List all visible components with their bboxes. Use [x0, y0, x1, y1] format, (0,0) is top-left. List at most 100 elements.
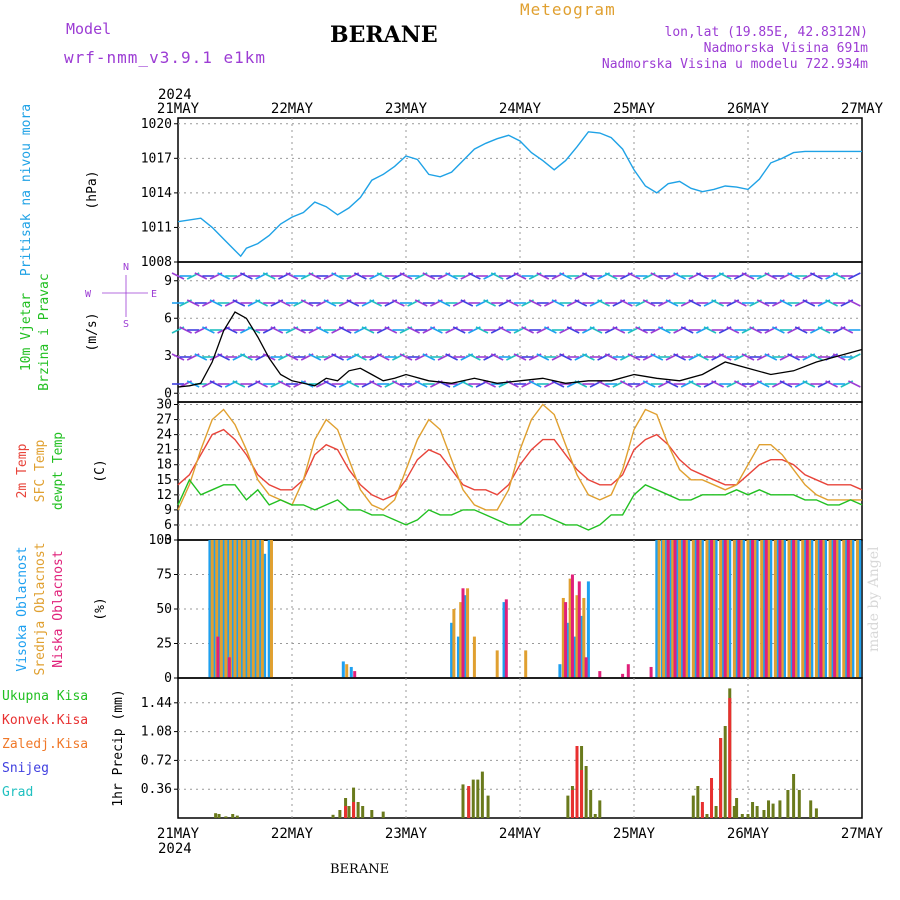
bar-mark	[714, 806, 718, 818]
bar-mark	[260, 540, 264, 678]
bar-mark	[621, 673, 625, 678]
bar-mark	[714, 540, 718, 678]
bar-mark	[228, 540, 232, 678]
xtick-bottom-label: 24MAY	[499, 826, 542, 842]
bar-mark	[561, 597, 565, 678]
ytick-label: 9	[164, 274, 172, 289]
wind-barb	[255, 299, 268, 307]
bar-mark	[224, 816, 228, 818]
wind-barb	[513, 272, 527, 280]
bar-mark	[748, 540, 752, 678]
bar-mark	[352, 802, 356, 818]
wind-barb	[779, 380, 793, 388]
wind-barb	[194, 353, 208, 361]
wind-barb	[224, 326, 238, 334]
wind-barb	[703, 326, 717, 334]
bar-mark	[849, 540, 853, 678]
bar-mark	[705, 540, 709, 678]
bar-mark	[240, 540, 244, 678]
bar-mark	[789, 540, 793, 678]
xtick-bottom-label: 23MAY	[385, 826, 428, 842]
wind-barb	[346, 380, 360, 388]
xtick-bottom-label: 21MAY	[157, 826, 200, 842]
bar-mark	[256, 540, 260, 678]
wind-barb	[521, 326, 534, 334]
xtick-top-label: 26MAY	[727, 101, 770, 117]
bar-mark	[696, 540, 700, 678]
wind-barb	[232, 380, 246, 388]
bar-mark	[231, 540, 235, 678]
ytick-label: 0	[164, 386, 172, 401]
bar-mark	[347, 806, 351, 818]
bar-mark	[263, 553, 267, 678]
bar-mark	[746, 814, 750, 818]
coords-label: lon,lat (19.85E, 42.8312N)	[664, 25, 869, 40]
bar-mark	[844, 540, 848, 678]
wind-barb	[749, 326, 762, 334]
wind-barb	[582, 272, 595, 280]
bar-mark	[740, 814, 744, 818]
bar-mark	[331, 814, 335, 818]
wind-barb	[331, 272, 344, 280]
bar-mark	[349, 666, 353, 678]
wind-barb	[255, 380, 268, 388]
bar-mark	[564, 602, 568, 678]
wind-barb	[186, 299, 200, 307]
bar-mark	[809, 800, 813, 818]
wind-barb	[650, 353, 664, 361]
series-line-pressure	[177, 131, 862, 258]
wind-barb	[331, 353, 344, 361]
wind-barb	[232, 299, 246, 307]
wind-barb	[825, 299, 838, 307]
bar-mark	[580, 770, 584, 818]
wind-barb	[604, 272, 618, 280]
bar-mark	[216, 636, 220, 678]
bar-mark	[710, 778, 714, 818]
wind-barb	[278, 299, 291, 307]
bar-mark	[837, 540, 841, 678]
bar-mark	[817, 540, 821, 678]
wind-barb	[764, 272, 778, 280]
bar-mark	[217, 814, 221, 818]
bar-mark	[356, 802, 360, 818]
wind-barb	[559, 272, 572, 280]
bar-mark	[495, 650, 499, 678]
wind-barb	[794, 326, 808, 334]
wind-barb	[384, 326, 398, 334]
bar-mark	[700, 802, 704, 818]
wind-barb	[597, 299, 610, 307]
bar-mark	[344, 806, 348, 818]
wind-barb	[627, 272, 641, 280]
wind-barb	[589, 326, 603, 334]
bar-mark	[678, 540, 682, 678]
bar-mark	[224, 540, 228, 678]
xtick-bottom-label: 27MAY	[841, 826, 884, 842]
bar-mark	[846, 540, 850, 678]
bar-mark	[267, 540, 271, 678]
wind-barb	[840, 326, 854, 334]
wind-barb	[650, 272, 664, 280]
ytick-label: 1.08	[141, 725, 172, 740]
wind-barb	[460, 380, 474, 388]
bar-mark	[504, 599, 508, 678]
wind-barb	[536, 353, 550, 361]
ytick-label: 0.36	[141, 782, 172, 797]
ylabel-line: Pritisak na nivou mora	[19, 104, 34, 276]
ylabel-line: Srednja Oblacnost	[33, 542, 48, 675]
bar-mark	[480, 771, 484, 818]
ylabel-line: Brzina i Pravac	[37, 273, 52, 390]
wind-barb	[414, 299, 428, 307]
wind-barb	[171, 353, 185, 361]
compass-s: S	[123, 319, 129, 330]
bar-mark	[673, 540, 677, 678]
wind-barb	[399, 353, 413, 361]
series-legend-label: Konvek.Kisa	[2, 713, 88, 728]
wind-barb	[832, 353, 846, 361]
series-line-2m-Temp	[177, 428, 863, 501]
ylabel-line: dewpt Temp	[51, 432, 66, 510]
bar-mark	[696, 786, 700, 818]
wind-barb	[673, 353, 686, 361]
wind-barb	[635, 326, 648, 334]
wind-barb	[217, 272, 230, 280]
wind-barb	[718, 272, 732, 280]
